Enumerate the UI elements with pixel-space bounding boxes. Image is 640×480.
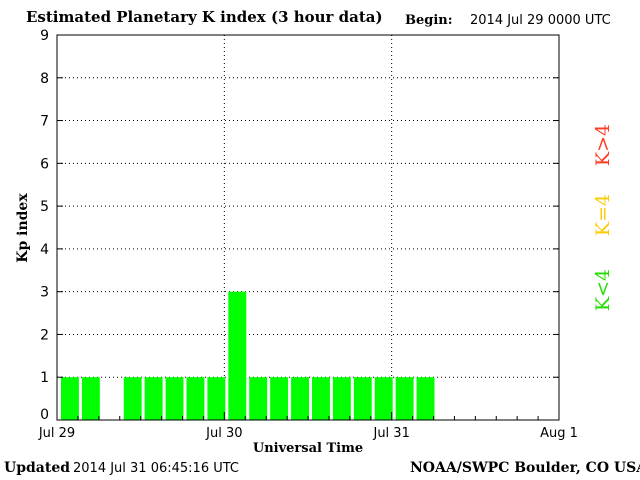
y-tick-label: 3 — [40, 285, 49, 301]
chart-title: Estimated Planetary K index (3 hour data… — [26, 8, 383, 26]
x-tick-label: Aug 1 — [540, 426, 578, 441]
y-tick-label: 4 — [40, 242, 49, 258]
kp-bar — [374, 377, 393, 420]
kp-bar — [207, 377, 226, 420]
source-credit: NOAA/SWPC Boulder, CO USA — [410, 460, 640, 476]
y-tick-label: 2 — [40, 327, 49, 343]
updated-label: Updated — [4, 460, 71, 476]
kp-bar — [312, 377, 330, 420]
legend-item: K<4 — [592, 269, 614, 311]
kp-bar — [61, 377, 79, 420]
legend-item: K=4 — [592, 194, 614, 236]
kp-bar — [123, 377, 142, 420]
kp-bar — [186, 377, 205, 420]
begin-label: Begin: — [405, 13, 453, 28]
y-tick-label: 6 — [40, 156, 49, 172]
x-tick-label: Jul 30 — [205, 426, 242, 441]
kp-bar — [270, 377, 289, 420]
y-tick-label: 1 — [40, 370, 49, 386]
y-tick-label: 9 — [40, 28, 49, 44]
begin-value: 2014 Jul 29 0000 UTC — [470, 13, 611, 28]
grid-lines — [57, 35, 559, 420]
y-tick-label: 5 — [40, 199, 49, 215]
y-axis-label: Kp index — [15, 193, 31, 263]
kp-bar — [249, 377, 268, 420]
kp-bar — [228, 291, 247, 420]
kp-bar — [81, 377, 100, 420]
kp-bar — [353, 377, 372, 420]
kp-bar — [332, 377, 351, 420]
updated-timestamp: 2014 Jul 31 06:45:16 UTC — [73, 461, 239, 476]
y-tick-label: 7 — [40, 114, 49, 130]
kp-bar — [144, 377, 163, 420]
bar-series — [61, 291, 435, 420]
kp-bar — [291, 377, 309, 420]
x-tick-label: Jul 31 — [372, 426, 409, 441]
y-tick-label: 8 — [40, 71, 49, 87]
x-tick-label: Jul 29 — [38, 426, 75, 441]
legend-item: K>4 — [592, 124, 614, 166]
legend: K>4 K=4 K<4 — [592, 124, 614, 311]
kp-bar — [165, 377, 184, 420]
kp-bar — [416, 377, 435, 420]
kp-bar — [395, 377, 414, 420]
x-axis-ticks: Jul 29 Jul 30 Jul 31 Aug 1 — [38, 412, 578, 441]
plot-frame — [56, 34, 560, 421]
x-axis-label: Universal Time — [253, 441, 363, 456]
y-axis-ticks: 0 1 2 3 4 5 6 7 8 9 — [40, 28, 559, 423]
y-tick-label: 0 — [40, 407, 49, 423]
